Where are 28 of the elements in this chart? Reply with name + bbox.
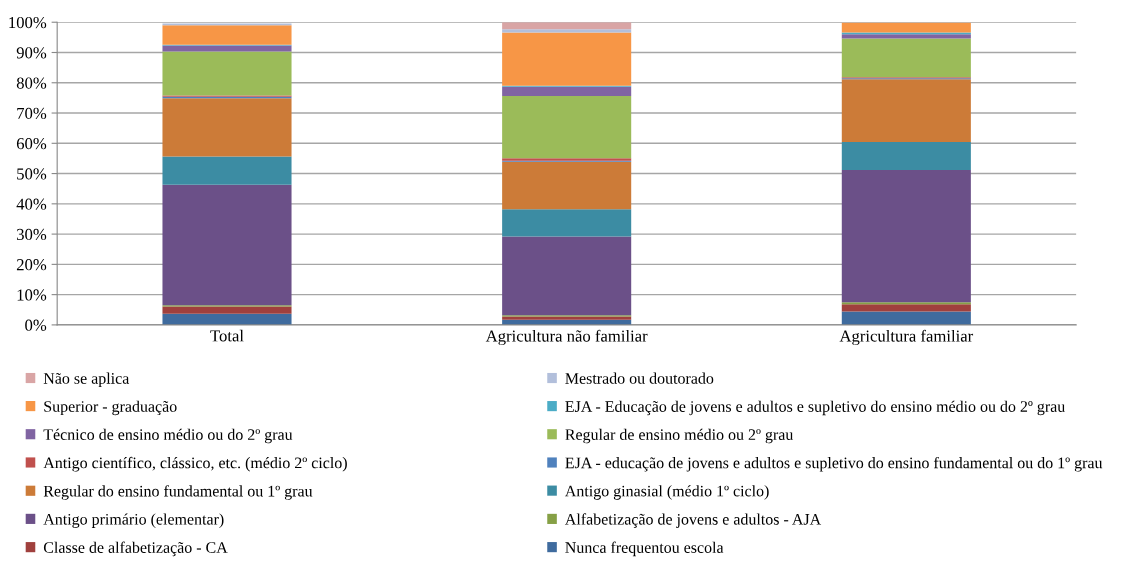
y-tick-label: 50%: [17, 168, 47, 180]
y-tick-label: 10%: [17, 289, 47, 301]
y-tick-label: 90%: [16, 47, 47, 59]
y-tick-label: 60%: [16, 138, 47, 150]
y-tick-label: 80%: [16, 77, 47, 89]
y-tick-label: 70%: [17, 107, 47, 120]
y-tick-label: 100%: [9, 16, 47, 29]
legend-label: Classe de alfabetização - CA: [43, 541, 228, 557]
x-tick-label: Agricultura não familiar: [485, 329, 648, 346]
legend-label: Mestrado ou doutorado: [565, 372, 714, 384]
y-tick-label: 20%: [16, 259, 47, 271]
x-tick-label: Total: [210, 329, 244, 342]
legend-label: EJA - Educação de jovens e adultos e supletivo do ensino médio ou do 2º grau: [565, 400, 1065, 416]
y-tick-label: 0%: [25, 319, 47, 331]
legend-label: Alfabetização de jovens e adultos - AJA: [564, 513, 822, 528]
y-tick-label: 40%: [16, 198, 47, 210]
y-tick-label: 30%: [17, 228, 47, 241]
legend-label: Regular do ensino fundamental ou 1º grau: [43, 485, 313, 500]
legend-label: Antigo científico, clássico, etc. (médio 2º ciclo): [43, 456, 347, 472]
legend-label: Nunca frequentou escola: [565, 541, 724, 557]
legend-label: Regular de ensino médio ou 2º grau: [565, 428, 794, 444]
legend-label: Superior - graduação: [44, 400, 177, 416]
legend-label: EJA - educação de jovens e adultos e supletivo do ensino fundamental ou do 1º grau: [565, 456, 1103, 472]
legend-label: Antigo ginasial (médio 1º ciclo): [564, 485, 769, 500]
legend-label: Técnico de ensino médio ou do 2º grau: [43, 428, 293, 444]
x-tick-label: Agricultura familiar: [839, 329, 974, 346]
legend-label: Antigo primário (elementar): [43, 513, 224, 528]
legend-label: Não se aplica: [43, 372, 130, 388]
